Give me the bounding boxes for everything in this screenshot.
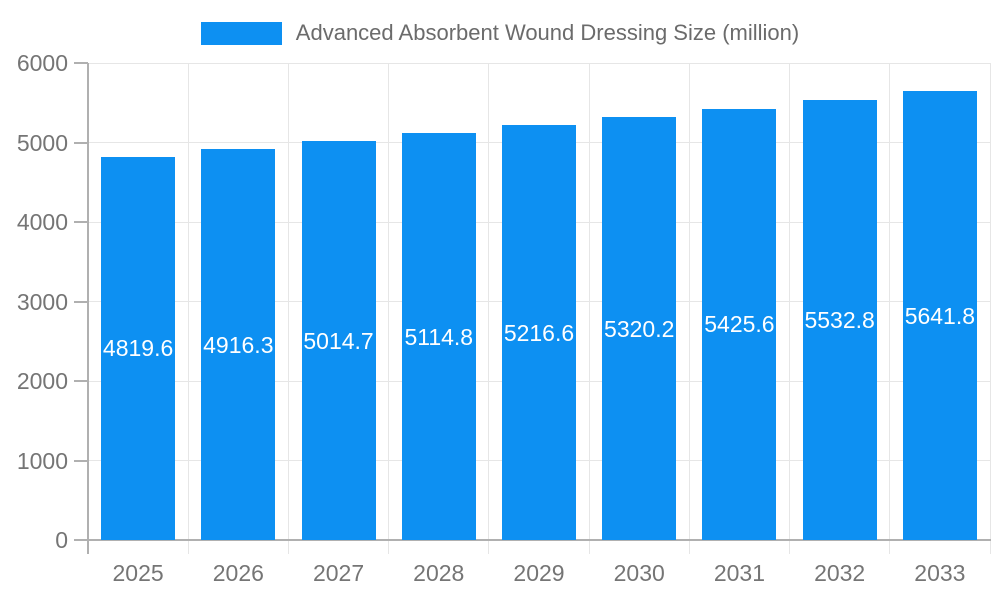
bar-value-label: 4916.3 [203,331,274,358]
x-tick-label: 2026 [212,560,264,586]
bar-value-label: 5216.6 [503,319,575,346]
bar-2030[interactable] [602,117,677,540]
bar-value-label: 5114.8 [404,323,474,350]
y-tick-label: 1000 [16,447,68,474]
y-tick-label: 0 [55,527,68,553]
y-tick [74,300,88,303]
bar-2027[interactable] [301,141,376,540]
gridline-h [88,62,990,64]
bar-2029[interactable] [502,125,576,540]
x-tick-label: 2032 [814,560,866,586]
gridline-v [688,63,690,554]
bar-2028[interactable] [401,133,476,540]
bar-value-label: 5014.7 [303,327,374,354]
gridline-v [187,63,189,554]
bar-value-label: 5425.6 [704,311,775,338]
legend-label[interactable]: Advanced Absorbent Wound Dressing Size (… [295,20,800,45]
legend[interactable]: Advanced Absorbent Wound Dressing Size (… [0,20,1000,46]
x-axis-line [87,539,991,541]
gridline-v [287,63,289,554]
bar-2031[interactable] [702,108,777,540]
bar-value-label: 4819.6 [102,335,174,362]
y-axis-line [87,63,89,554]
y-tick [74,539,88,541]
gridline-v [789,63,791,554]
y-tick-label: 4000 [16,209,68,235]
gridline-v [588,63,590,554]
y-tick [74,141,88,144]
bar-2026[interactable] [201,149,276,540]
bar-value-label: 5532.8 [804,307,875,334]
gridline-v [488,63,490,554]
y-tick [74,62,88,64]
y-tick-label: 5000 [16,129,68,156]
y-tick-label: 2000 [16,368,68,394]
y-tick [74,221,88,223]
legend-swatch[interactable] [200,21,282,45]
x-tick-label: 2030 [613,560,665,586]
x-tick-label: 2033 [914,560,966,586]
bar-value-label: 5641.8 [904,302,976,329]
y-tick [74,459,88,462]
gridline-v [989,63,991,554]
x-tick-label: 2031 [713,560,766,586]
y-tick-label: 6000 [16,50,68,76]
bar-2032[interactable] [802,100,877,540]
x-tick-label: 2025 [112,560,164,586]
x-tick-label: 2028 [413,560,465,586]
x-tick-label: 2029 [513,560,565,586]
gridline-v [388,63,390,554]
bar-2033[interactable] [902,91,977,540]
bar-2025[interactable] [101,156,176,540]
gridline-v [889,63,891,554]
y-tick-label: 3000 [16,288,68,315]
y-tick [74,380,88,382]
x-tick-label: 2027 [312,560,365,586]
bar-value-label: 5320.2 [604,315,675,342]
